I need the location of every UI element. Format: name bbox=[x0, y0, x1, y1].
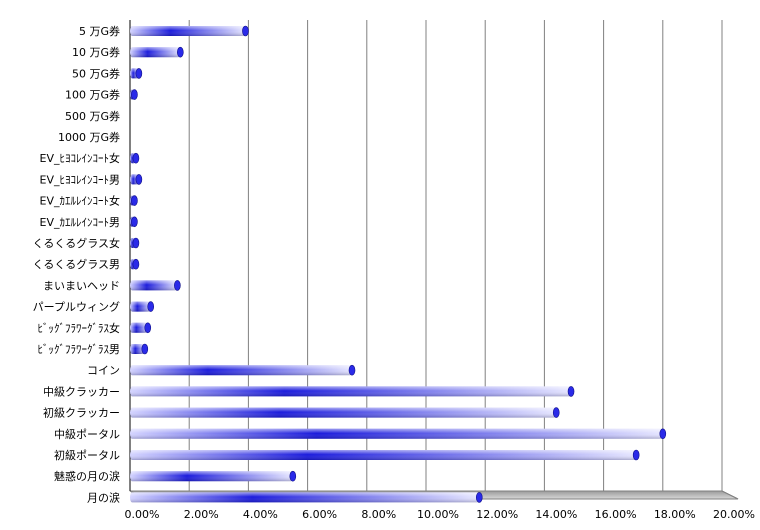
bar-end-cap bbox=[132, 152, 140, 164]
category-label: くるくるグラス女 bbox=[33, 236, 120, 250]
bar bbox=[130, 174, 143, 185]
bar bbox=[130, 258, 140, 270]
bar-end-cap bbox=[131, 216, 138, 228]
bar-end-cap bbox=[632, 449, 640, 461]
x-tick-label: 4.00% bbox=[243, 508, 278, 521]
category-label: 初級クラッカー bbox=[43, 406, 120, 420]
bar-end-cap bbox=[135, 174, 143, 185]
bar bbox=[130, 492, 483, 503]
category-label: 50 万G券 bbox=[72, 66, 120, 80]
category-label: コイン bbox=[87, 364, 120, 377]
bar-end-cap bbox=[132, 237, 140, 249]
x-tick-label: 8.00% bbox=[361, 508, 396, 521]
bar-shade bbox=[130, 322, 148, 333]
bar bbox=[130, 68, 143, 79]
bar bbox=[130, 89, 138, 100]
bar-end-cap bbox=[131, 195, 138, 206]
bar-end-cap bbox=[177, 46, 184, 58]
bar bbox=[130, 237, 140, 249]
category-label: EV_ｶｴﾙﾚｲﾝｺｰﾄ男 bbox=[40, 216, 120, 229]
bar-end-cap bbox=[135, 68, 143, 79]
grid-lines bbox=[129, 20, 739, 500]
category-label: EV_ﾋﾖｺﾚｲﾝｺｰﾄ女 bbox=[40, 151, 120, 165]
bar bbox=[130, 195, 138, 206]
bar-end-cap bbox=[144, 322, 152, 334]
bar-end-cap bbox=[289, 470, 297, 482]
bar-end-cap bbox=[174, 280, 181, 291]
category-label: 魅惑の月の涙 bbox=[54, 469, 120, 483]
category-labels: 5 万G券 10 万G券 50 万G券 100 万G券 500 万G券 1000 万G券 E… bbox=[33, 24, 120, 504]
bar bbox=[130, 152, 140, 164]
bar-shade bbox=[130, 471, 293, 482]
bar bbox=[130, 364, 356, 376]
bar bbox=[130, 449, 640, 461]
bar-shade bbox=[130, 386, 572, 397]
x-tick-label: 20.00% bbox=[713, 508, 755, 521]
x-tick-label: 12.00% bbox=[476, 508, 518, 521]
bar-end-cap bbox=[132, 258, 140, 270]
category-label: 100 万G券 bbox=[65, 88, 120, 102]
category-label: 中級クラッカー bbox=[43, 385, 120, 398]
category-label: 初級ポータル bbox=[54, 448, 120, 462]
category-label: 中級ポータル bbox=[54, 428, 120, 441]
bar-shade bbox=[130, 428, 663, 439]
bar-end-cap bbox=[131, 89, 138, 100]
x-tick-label: 0.00% bbox=[125, 508, 160, 521]
bar bbox=[130, 322, 152, 334]
bar bbox=[130, 216, 138, 228]
x-tick-label: 18.00% bbox=[654, 508, 696, 521]
bar-end-cap bbox=[659, 428, 667, 440]
category-label: まいまいヘッド bbox=[43, 279, 120, 292]
bar bbox=[130, 301, 155, 312]
bar-end-cap bbox=[552, 407, 560, 418]
x-tick-label: 10.00% bbox=[417, 508, 459, 521]
bar-end-cap bbox=[348, 364, 356, 376]
category-label: ﾋﾞｯｸﾞﾌﾗﾜｰｸﾞﾗｽ男 bbox=[38, 343, 121, 356]
bar bbox=[130, 25, 249, 37]
bar-shade bbox=[130, 450, 637, 460]
x-tick-label: 16.00% bbox=[595, 508, 637, 521]
bars bbox=[130, 25, 667, 503]
bar-end-cap bbox=[141, 343, 149, 355]
x-tick-label: 2.00% bbox=[184, 508, 219, 521]
x-tick-label: 6.00% bbox=[302, 508, 337, 521]
bar bbox=[130, 280, 181, 291]
bar-shade bbox=[130, 280, 178, 291]
bar-shade bbox=[130, 301, 151, 312]
bar-end-cap bbox=[567, 386, 575, 397]
bar-shade bbox=[130, 407, 557, 418]
category-label: 1000 万G券 bbox=[58, 130, 120, 144]
category-label: EV_ｶｴﾙﾚｲﾝｺｰﾄ女 bbox=[40, 194, 120, 208]
category-label: パープルウィング bbox=[33, 300, 120, 314]
bar bbox=[130, 470, 297, 482]
category-label: EV_ﾋﾖｺﾚｲﾝｺｰﾄ男 bbox=[40, 173, 120, 186]
bar bbox=[130, 343, 149, 355]
x-tick-labels: 0.00% 2.00% 4.00% 6.00% 8.00% 10.00% 12.00% 14.… bbox=[125, 508, 755, 521]
category-label: 10 万G券 bbox=[72, 45, 120, 59]
bar-shade bbox=[130, 365, 352, 376]
axes bbox=[129, 20, 739, 500]
bar bbox=[130, 46, 184, 58]
category-label: 500 万G券 bbox=[65, 109, 120, 123]
bar bbox=[130, 428, 667, 440]
bar bbox=[130, 407, 560, 418]
bar-end-cap bbox=[147, 301, 155, 312]
category-label: 月の涙 bbox=[87, 490, 120, 504]
bar-shade bbox=[130, 26, 246, 36]
bar-end-cap bbox=[475, 492, 483, 503]
bar-shade bbox=[130, 344, 145, 354]
category-label: くるくるグラス男 bbox=[33, 257, 120, 271]
x-tick-label: 14.00% bbox=[535, 508, 577, 521]
bar-shade bbox=[130, 47, 181, 58]
bar bbox=[130, 386, 575, 397]
bar-end-cap bbox=[242, 25, 249, 37]
category-label: 5 万G券 bbox=[79, 24, 120, 38]
category-label: ﾋﾞｯｸﾞﾌﾗﾜｰｸﾞﾗｽ女 bbox=[38, 321, 121, 335]
bar-shade bbox=[130, 492, 480, 503]
